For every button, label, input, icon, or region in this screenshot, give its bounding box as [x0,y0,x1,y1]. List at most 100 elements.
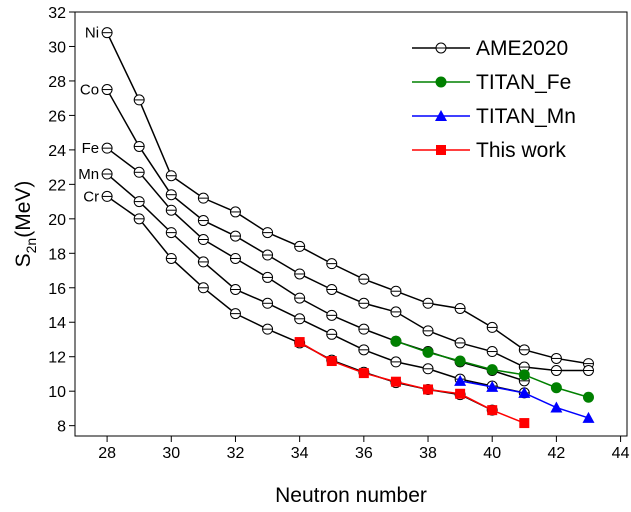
y-tick-label: 18 [48,246,66,263]
data-point [165,252,177,264]
data-point [390,285,402,297]
legend-marker [435,110,447,121]
series-line [299,341,525,424]
data-point [518,369,530,381]
data-point [518,344,530,356]
data-point [455,388,466,399]
data-point [422,325,434,337]
data-point [390,356,402,368]
nucleus-label: Ni [85,25,99,42]
nucleus-label: Co [80,82,99,99]
data-point [582,365,594,377]
series-line [106,173,525,394]
data-point [390,306,402,318]
legend-marker [436,145,446,155]
legend-marker [435,76,447,88]
data-point [550,365,562,377]
x-tick-label: 40 [483,445,501,462]
data-point [454,355,466,367]
data-point [165,204,177,216]
data-point [358,323,370,335]
data-point [133,94,145,106]
y-tick-label: 16 [48,281,66,298]
data-point [294,268,306,280]
x-tick-label: 32 [227,445,245,462]
legend-label: TITAN_Fe [476,71,571,94]
data-point [518,386,531,398]
data-point [454,302,466,314]
data-point [262,227,274,239]
data-point [229,252,241,264]
data-point [582,411,595,423]
data-point [294,240,306,252]
legend-label: AME2020 [476,37,568,60]
data-point [262,297,274,309]
data-point [326,309,338,321]
data-point [229,308,241,320]
x-tick-label: 42 [547,445,565,462]
data-point [262,271,274,283]
data-point [358,297,370,309]
data-point [133,166,145,178]
data-point [422,363,434,375]
data-point [454,374,467,386]
data-point [165,189,177,201]
data-point [550,382,562,394]
x-tick-label: 38 [419,445,437,462]
data-point [423,384,434,395]
y-tick-label: 14 [48,315,66,332]
data-point [229,230,241,242]
data-point [229,206,241,218]
data-point [101,84,113,96]
data-point [487,405,498,416]
data-point [101,190,113,202]
data-point [486,380,499,392]
data-point [133,213,145,225]
y-axis-label: S2n(MeV) [12,181,39,268]
y-label-main: S [12,253,35,267]
data-point [582,391,594,403]
data-point [197,256,209,268]
data-point [486,364,498,376]
data-point [294,313,306,325]
y-tick-label: 12 [48,350,66,367]
data-point [101,142,113,154]
data-point [358,344,370,356]
y-tick-label: 30 [48,39,66,56]
y-tick-label: 26 [48,108,66,125]
data-point [197,215,209,227]
legend-label: TITAN_Mn [476,105,576,128]
data-point [229,283,241,295]
y-tick-label: 32 [48,5,66,22]
y-tick-label: 28 [48,74,66,91]
y-label-sub: 2n [23,238,39,254]
y-label-unit: (MeV) [12,181,35,238]
series-line [106,32,589,365]
x-tick-label: 34 [291,445,309,462]
x-tick-label: 28 [98,445,116,462]
data-point [454,337,466,349]
plot-frame [74,11,628,437]
data-point [422,346,434,358]
y-tick-label: 20 [48,212,66,229]
data-point [326,258,338,270]
nucleus-label: Cr [83,188,99,205]
data-point [486,346,498,358]
data-point [294,292,306,304]
x-tick-label: 36 [355,445,373,462]
data-point [550,401,563,413]
data-point [262,323,274,335]
data-point [486,321,498,333]
y-tick-label: 10 [48,384,66,401]
y-tick-label: 8 [57,419,66,436]
x-tick-label: 30 [162,445,180,462]
data-point [358,368,369,379]
data-point [133,140,145,152]
y-tick-label: 24 [48,143,66,160]
data-point [101,168,113,180]
data-point [390,335,402,347]
data-point [133,196,145,208]
data-point [165,170,177,182]
data-point [390,376,401,387]
